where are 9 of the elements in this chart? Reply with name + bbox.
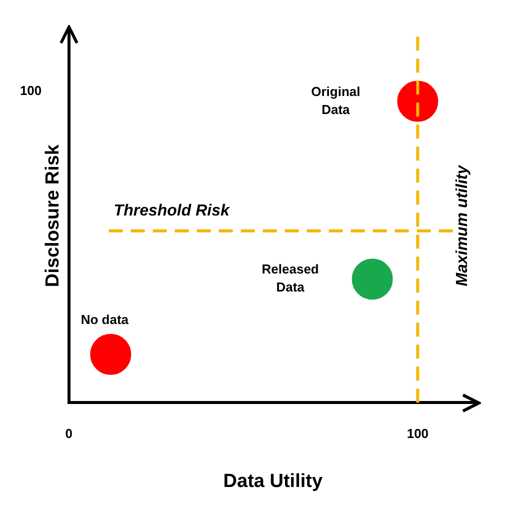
ref-line-label: Threshold Risk	[114, 202, 230, 220]
x-tick-label: 0	[65, 426, 72, 441]
y-axis-title: Disclosure Risk	[42, 144, 64, 288]
x-axis-title: Data Utility	[223, 470, 323, 492]
annotation: Original Data	[311, 84, 360, 117]
text: 100	[20, 82, 42, 98]
annotation: Released Data	[262, 262, 319, 295]
annotation: No data	[80, 312, 130, 327]
ref-line-label: Maximum utility	[454, 164, 472, 286]
